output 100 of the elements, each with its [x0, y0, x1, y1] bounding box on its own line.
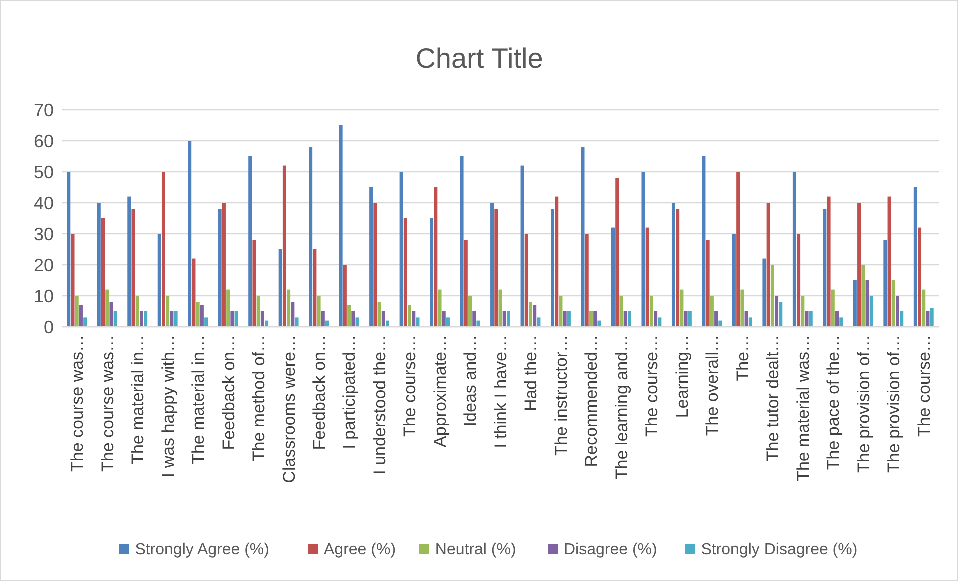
bar	[551, 209, 555, 327]
bar	[84, 318, 88, 327]
bar	[158, 234, 162, 327]
y-tick-label: 70	[34, 100, 54, 120]
x-tick-label: The instructor…	[552, 335, 571, 456]
bar	[748, 318, 752, 327]
x-tick-label: Had the…	[522, 335, 541, 412]
x-tick-label: The material was…	[794, 335, 813, 482]
x-tick-label: I was happy with…	[158, 335, 178, 478]
bar	[706, 240, 710, 327]
x-tick-label: The pace of the…	[824, 335, 844, 470]
bar	[658, 318, 662, 327]
bar	[230, 312, 234, 327]
bar	[732, 234, 736, 327]
bar	[132, 209, 136, 327]
bar	[196, 302, 200, 327]
bar	[533, 305, 537, 327]
bar	[714, 312, 718, 327]
bar	[408, 305, 412, 327]
bar	[744, 312, 748, 327]
bar	[102, 218, 105, 327]
bar	[75, 296, 79, 327]
bar	[524, 234, 528, 327]
bar	[809, 312, 813, 327]
bar	[404, 218, 408, 327]
bar	[291, 302, 295, 327]
bar	[446, 318, 450, 327]
x-tick-label: The course was…	[68, 335, 88, 472]
bar	[460, 156, 464, 327]
bar	[900, 312, 904, 327]
bar	[581, 147, 585, 327]
bar	[805, 312, 809, 327]
bar	[888, 196, 892, 327]
y-tick-label: 10	[34, 286, 54, 306]
bar	[352, 312, 356, 327]
bar	[412, 312, 416, 327]
bar	[736, 172, 740, 327]
bar	[374, 203, 378, 327]
x-tick-label: Learning…	[672, 335, 692, 418]
x-tick-label: The course…	[642, 335, 662, 438]
bar	[567, 312, 571, 327]
bar	[278, 250, 282, 327]
bar	[234, 312, 238, 327]
x-tick-label: Feedback on…	[219, 335, 238, 450]
bar	[67, 172, 71, 327]
bar	[110, 302, 114, 327]
bar	[528, 302, 532, 327]
bar	[222, 203, 226, 327]
bar	[680, 290, 684, 327]
bar	[594, 312, 598, 327]
bar	[684, 312, 688, 327]
bar	[287, 290, 291, 327]
bar	[170, 312, 174, 327]
bar	[317, 296, 321, 327]
bar	[188, 141, 192, 327]
bar	[114, 312, 118, 327]
bar	[559, 296, 563, 327]
bar	[892, 280, 896, 327]
bar	[646, 228, 650, 327]
x-tick-label: The material in…	[189, 335, 208, 464]
x-tick-label: The course…	[400, 335, 420, 438]
y-tick-label: 40	[34, 193, 54, 214]
bar	[823, 209, 827, 327]
bar	[589, 312, 593, 327]
x-tick-label: The course was…	[98, 335, 118, 472]
bar	[792, 172, 796, 327]
bar	[502, 312, 506, 327]
x-tick-label: I participated…	[340, 335, 360, 450]
bar	[166, 296, 170, 327]
x-tick-label: The learning and…	[612, 335, 632, 480]
bar	[438, 290, 442, 327]
bar	[740, 290, 744, 327]
bar	[896, 296, 900, 327]
bar	[702, 156, 706, 327]
bar	[295, 318, 299, 327]
bar	[612, 228, 615, 327]
x-tick-label: I understood the…	[370, 335, 390, 475]
chart-title: Chart Title	[416, 43, 544, 74]
bar	[79, 305, 83, 327]
bar	[858, 203, 862, 327]
bar	[71, 234, 75, 327]
bar	[348, 305, 352, 327]
bar	[537, 318, 541, 327]
bar	[926, 312, 930, 327]
legend-label: Strongly Disagree (%)	[701, 542, 858, 559]
bar	[490, 203, 494, 327]
bar	[378, 302, 382, 327]
bar	[370, 188, 374, 327]
bar	[628, 312, 632, 327]
bar	[321, 312, 325, 327]
x-tick-label: The material in…	[128, 335, 148, 464]
bar	[309, 147, 313, 327]
bar	[174, 312, 178, 327]
x-tick-label: Recommended…	[582, 335, 602, 468]
bar	[616, 178, 620, 327]
bar	[464, 240, 468, 327]
x-tick-label: Classrooms were…	[280, 335, 299, 484]
bar	[136, 296, 140, 327]
x-tick-label: I think I have…	[491, 335, 510, 448]
x-tick-label: The method of…	[250, 335, 269, 462]
